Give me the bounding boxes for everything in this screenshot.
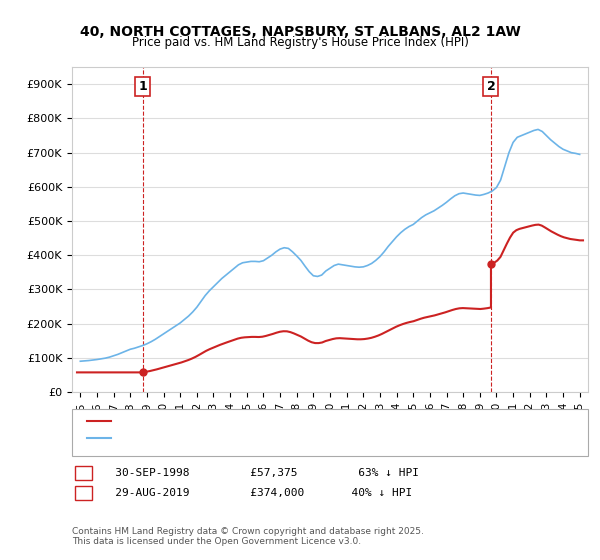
Text: 29-AUG-2019         £374,000       40% ↓ HPI: 29-AUG-2019 £374,000 40% ↓ HPI [95, 488, 412, 498]
Text: 40, NORTH COTTAGES, NAPSBURY, ST ALBANS, AL2 1AW (semi-detached house): 40, NORTH COTTAGES, NAPSBURY, ST ALBANS,… [114, 416, 514, 426]
Text: HPI: Average price, semi-detached house, St Albans: HPI: Average price, semi-detached house,… [114, 433, 373, 443]
Text: 1: 1 [139, 80, 147, 93]
Text: 2: 2 [80, 488, 87, 498]
Text: 1: 1 [80, 468, 87, 478]
Text: 2: 2 [487, 80, 496, 93]
Text: Price paid vs. HM Land Registry's House Price Index (HPI): Price paid vs. HM Land Registry's House … [131, 36, 469, 49]
Text: 30-SEP-1998         £57,375         63% ↓ HPI: 30-SEP-1998 £57,375 63% ↓ HPI [95, 468, 419, 478]
Text: 40, NORTH COTTAGES, NAPSBURY, ST ALBANS, AL2 1AW: 40, NORTH COTTAGES, NAPSBURY, ST ALBANS,… [80, 25, 520, 39]
Text: Contains HM Land Registry data © Crown copyright and database right 2025.
This d: Contains HM Land Registry data © Crown c… [72, 526, 424, 546]
